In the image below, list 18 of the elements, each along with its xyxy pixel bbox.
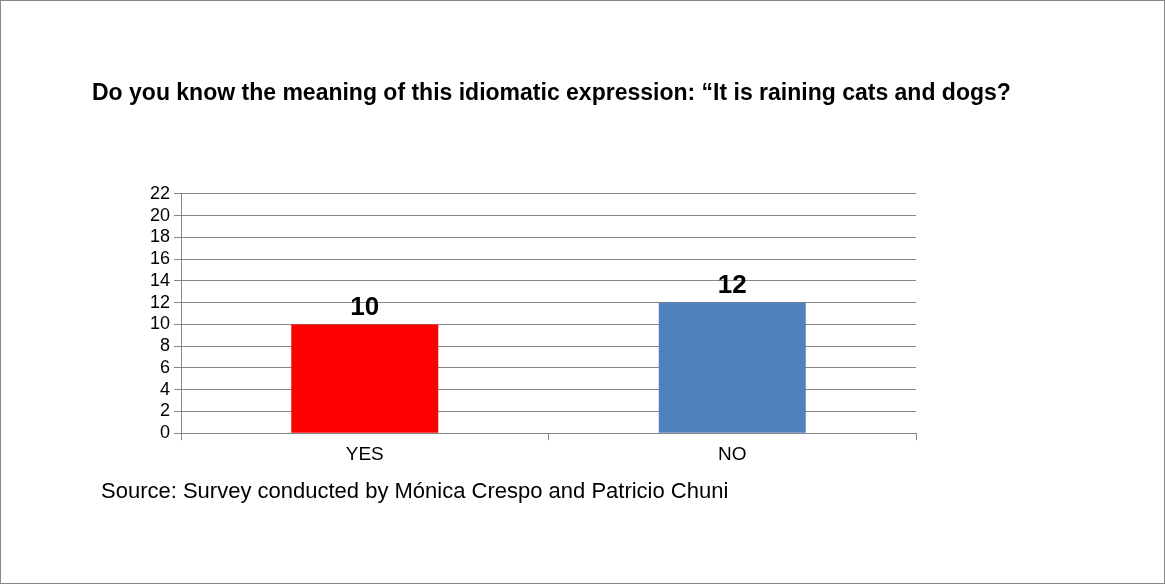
- x-tick-label: YES: [345, 442, 384, 464]
- y-tick-label: 16: [149, 248, 171, 269]
- data-label: 10: [350, 290, 380, 321]
- data-label: 12: [717, 268, 747, 299]
- y-tick-label: 20: [149, 204, 171, 225]
- y-tick-label: 10: [149, 313, 171, 334]
- source-note: Source: Survey conducted by Mónica Crespo and Patricio Chuni: [101, 478, 729, 504]
- y-tick-label: 12: [149, 291, 171, 312]
- y-tick-label: 4: [160, 378, 171, 399]
- y-tick-label: 8: [160, 335, 171, 356]
- y-tick-label: 0: [160, 422, 171, 443]
- x-tick-label: NO: [718, 442, 747, 464]
- y-tick-label: 14: [149, 269, 171, 290]
- y-tick-label: 22: [149, 182, 171, 203]
- y-tick-label: 6: [160, 356, 171, 377]
- y-tick-label: 2: [160, 400, 171, 421]
- chart-title: Do you know the meaning of this idiomatic expression: “It is raining cats and dogs?: [92, 78, 1012, 107]
- y-tick-label: 18: [149, 226, 171, 247]
